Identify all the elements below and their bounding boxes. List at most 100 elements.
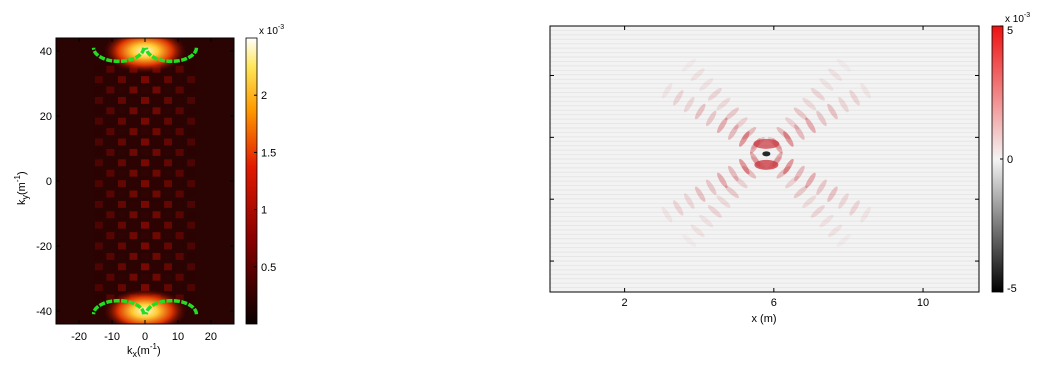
dispersion-curve <box>144 298 199 315</box>
left-y-ticks: -40 -20 0 20 40 <box>36 46 234 318</box>
heat-cell <box>106 148 115 156</box>
heat-cell <box>106 128 115 136</box>
heat-cell <box>164 107 173 115</box>
heat-cell <box>117 263 126 271</box>
right-x-ticks: 2 6 10 <box>622 26 929 309</box>
heat-cell <box>187 263 196 271</box>
heat-cell <box>129 232 138 240</box>
left-heat-pattern <box>94 65 196 302</box>
wavefront <box>661 207 673 223</box>
wavefront <box>707 205 722 218</box>
heat-cell <box>141 211 149 219</box>
colorbar-tick-label: -5 <box>1007 283 1017 295</box>
heat-cell <box>141 117 149 125</box>
heat-cell <box>94 169 103 177</box>
wavefront <box>793 107 808 121</box>
heat-cell <box>152 252 161 260</box>
x-tick-label: 6 <box>771 297 777 309</box>
heat-cell <box>152 211 161 219</box>
heat-cell <box>129 190 138 198</box>
heat-cell <box>175 232 184 240</box>
wavefront <box>742 166 757 179</box>
wavefront <box>827 186 838 202</box>
heat-cell <box>152 159 161 167</box>
heat-cell <box>152 284 161 292</box>
heat-cell <box>141 138 149 146</box>
y-tick-label: 40 <box>40 46 52 58</box>
heat-cell <box>106 211 115 219</box>
y-tick-label: 0 <box>46 176 52 188</box>
heat-cell <box>175 159 184 167</box>
heat-cell <box>106 107 115 115</box>
heat-cell <box>117 200 126 208</box>
heat-cell <box>141 263 149 271</box>
heat-cell <box>94 190 103 198</box>
heat-cell <box>106 96 115 104</box>
wavefront <box>794 124 805 140</box>
spectral-peak <box>103 289 187 324</box>
heat-cell <box>94 107 103 115</box>
heat-cell <box>106 200 115 208</box>
heat-cell <box>152 242 161 250</box>
heat-cell <box>175 252 184 260</box>
heat-cell <box>175 242 184 250</box>
heat-cell <box>106 263 115 271</box>
left-colorbar-ticks: 0.5 1 1.5 2 <box>254 90 276 274</box>
x-tick-label: 10 <box>172 331 184 343</box>
x-tick-label: -10 <box>104 331 120 343</box>
heat-cell <box>94 117 103 125</box>
heat-cell <box>106 232 115 240</box>
heat-cell <box>187 76 196 84</box>
y-tick-label: -40 <box>36 306 52 318</box>
wavefront <box>860 83 871 99</box>
wavefront <box>776 127 791 140</box>
heat-cell <box>94 242 103 250</box>
heat-cell <box>141 96 149 104</box>
colorbar-tick-label: 0.5 <box>261 262 276 274</box>
heat-cell <box>141 107 149 115</box>
heat-cell <box>94 263 103 271</box>
left-x-ticks: -20 -10 0 10 20 <box>71 38 217 343</box>
wavefront <box>739 131 750 147</box>
colorbar-tick-label: 0 <box>1007 154 1013 166</box>
wavefront <box>683 96 695 113</box>
heat-cell <box>129 211 138 219</box>
heat-cell <box>164 117 173 125</box>
heat-cell <box>187 96 196 104</box>
wavefront <box>690 224 705 238</box>
wavefront <box>783 158 794 175</box>
heat-cell <box>187 284 196 292</box>
heat-cell <box>106 86 115 94</box>
wavefront <box>802 195 817 208</box>
dispersion-curve <box>91 47 146 64</box>
heat-cell <box>117 211 126 219</box>
heat-cell <box>129 221 138 229</box>
heat-cell <box>117 169 126 177</box>
wavefront <box>717 172 728 189</box>
heat-cell <box>152 86 161 94</box>
heat-cell <box>94 180 103 188</box>
colorbar-tick-label: 1 <box>261 205 267 217</box>
wavefront <box>810 88 825 101</box>
heat-cell <box>164 159 173 167</box>
heat-cell <box>164 128 173 136</box>
spectral-peak <box>103 38 187 73</box>
heat-cell <box>164 96 173 104</box>
wavefront <box>805 117 816 134</box>
heat-cell <box>187 65 196 73</box>
heat-cell <box>117 232 126 240</box>
left-y-axis-label: ky(m-1) <box>13 171 30 205</box>
heat-cell <box>164 284 173 292</box>
heat-cell <box>187 86 196 94</box>
heat-cell <box>164 242 173 250</box>
heat-cell <box>152 200 161 208</box>
wavefront <box>816 110 827 127</box>
heat-cell <box>175 294 184 302</box>
heat-cell <box>152 128 161 136</box>
wavefront <box>849 200 860 216</box>
left-colorbar: 0.5 1 1.5 2 x 10-3 <box>245 24 284 325</box>
heat-cell <box>94 65 103 73</box>
wavefront <box>672 89 684 106</box>
wavefront <box>810 205 825 218</box>
heat-cell <box>117 96 126 104</box>
